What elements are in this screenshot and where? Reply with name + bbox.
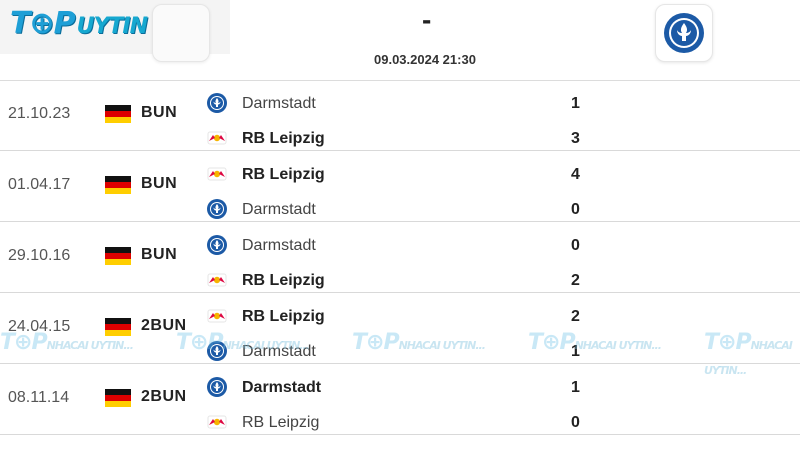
- logo-prefix: T⊕P: [10, 6, 76, 41]
- away-team-name[interactable]: RB Leipzig: [242, 130, 325, 147]
- away-team-icon: [206, 269, 228, 291]
- darmstadt-crest-icon: [207, 199, 227, 219]
- away-team-crest[interactable]: [655, 4, 713, 62]
- germany-flag-icon: [105, 389, 131, 407]
- competition-label: 2BUN: [141, 388, 187, 405]
- match-row[interactable]: 01.04.17 BUN RB Leipzig 4 Darmstadt 0: [0, 151, 800, 222]
- away-team-name[interactable]: Darmstadt: [242, 201, 316, 218]
- match-row[interactable]: 29.10.16 BUN Darmstadt 0 RB Leipzig 2: [0, 222, 800, 293]
- away-team-goals: 1: [571, 343, 580, 360]
- competition-label: BUN: [141, 104, 178, 121]
- rb-leipzig-crest-icon: [207, 167, 227, 181]
- match-header: T⊕PUYTIN - 09.03.2024 21:30: [0, 0, 800, 80]
- germany-flag-icon: [105, 247, 131, 265]
- rb-leipzig-crest-icon: [207, 131, 227, 145]
- darmstadt-crest-icon: [207, 377, 227, 397]
- competition-label: 2BUN: [141, 317, 187, 334]
- away-team-name[interactable]: RB Leipzig: [242, 272, 325, 289]
- logo-suffix: UYTIN: [76, 14, 148, 39]
- competition-label: BUN: [141, 246, 178, 263]
- match-date: 01.04.17: [8, 176, 71, 193]
- away-team-goals: 3: [571, 130, 580, 147]
- score-separator: -: [422, 4, 432, 35]
- competition-label: BUN: [141, 175, 178, 192]
- home-team-icon: [206, 376, 228, 398]
- away-team-name[interactable]: Darmstadt: [242, 343, 316, 360]
- match-date: 29.10.16: [8, 247, 71, 264]
- darmstadt-crest-icon: [664, 13, 704, 53]
- match-row[interactable]: 21.10.23 BUN Darmstadt 1 RB Leipzig 3: [0, 80, 800, 151]
- away-team-icon: [206, 340, 228, 362]
- home-team-goals: 2: [571, 308, 580, 325]
- away-team-goals: 2: [571, 272, 580, 289]
- site-logo-text: T⊕PUYTIN: [10, 6, 148, 41]
- away-team-goals: 0: [571, 201, 580, 218]
- away-team-icon: [206, 198, 228, 220]
- darmstadt-crest-icon: [207, 341, 227, 361]
- header-divider: [0, 80, 800, 81]
- home-team-crest[interactable]: [152, 4, 210, 62]
- germany-flag-icon: [105, 176, 131, 194]
- rb-leipzig-crest-icon: [207, 415, 227, 429]
- home-team-goals: 1: [571, 379, 580, 396]
- home-team-icon: [206, 234, 228, 256]
- home-team-name[interactable]: RB Leipzig: [242, 166, 325, 183]
- away-team-name[interactable]: RB Leipzig: [242, 414, 320, 431]
- germany-flag-icon: [105, 318, 131, 336]
- match-row[interactable]: 08.11.14 2BUN Darmstadt 1 RB Leipzig 0: [0, 364, 800, 435]
- away-team-goals: 0: [571, 414, 580, 431]
- match-date: 24.04.15: [8, 318, 71, 335]
- rb-leipzig-crest-icon: [207, 309, 227, 323]
- match-date: 08.11.14: [8, 389, 70, 406]
- home-team-name[interactable]: Darmstadt: [242, 95, 316, 112]
- match-date: 21.10.23: [8, 105, 71, 122]
- home-team-name[interactable]: Darmstadt: [242, 237, 316, 254]
- darmstadt-crest-icon: [207, 93, 227, 113]
- home-team-icon: [206, 92, 228, 114]
- home-team-goals: 4: [571, 166, 580, 183]
- home-team-name[interactable]: Darmstadt: [242, 379, 322, 396]
- germany-flag-icon: [105, 105, 131, 123]
- home-team-icon: [206, 305, 228, 327]
- match-datetime: 09.03.2024 21:30: [374, 52, 476, 67]
- match-row[interactable]: 24.04.15 2BUN RB Leipzig 2 Darmstadt 1: [0, 293, 800, 364]
- home-team-name[interactable]: RB Leipzig: [242, 308, 325, 325]
- home-team-icon: [206, 163, 228, 185]
- home-team-goals: 0: [571, 237, 580, 254]
- away-team-icon: [206, 127, 228, 149]
- rb-leipzig-crest-icon: [207, 273, 227, 287]
- home-team-goals: 1: [571, 95, 580, 112]
- darmstadt-crest-icon: [207, 235, 227, 255]
- away-team-icon: [206, 411, 228, 433]
